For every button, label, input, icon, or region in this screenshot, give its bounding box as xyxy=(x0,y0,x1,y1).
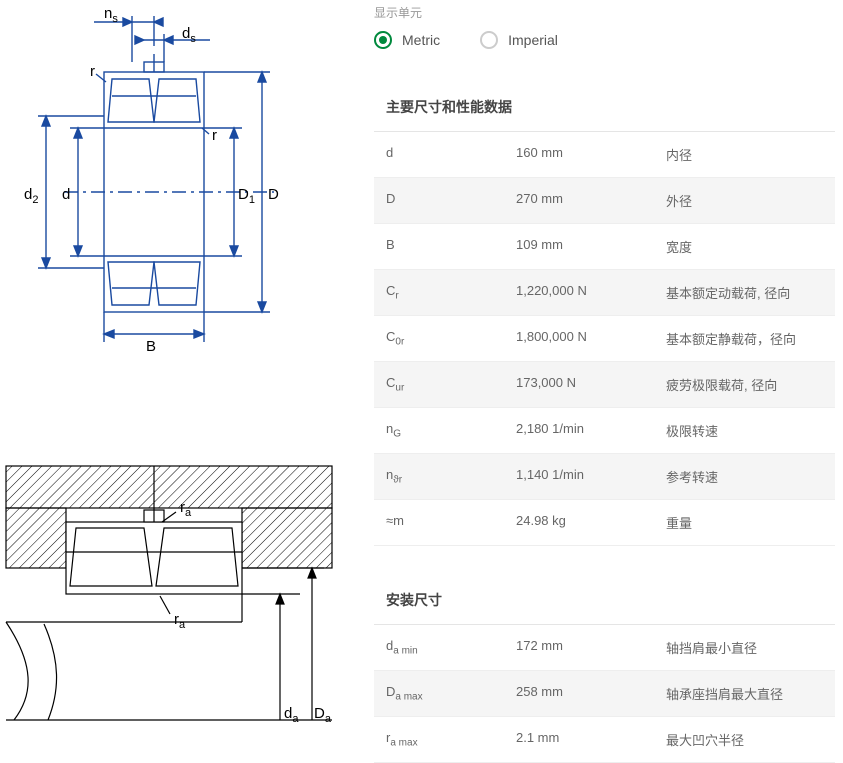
spec-value: 258 mm xyxy=(516,684,666,703)
spec-desc: 内径 xyxy=(666,145,823,164)
spec-value: 173,000 N xyxy=(516,375,666,394)
lbl2-ra1-sub: a xyxy=(185,507,192,519)
spec-symbol: Cur xyxy=(386,375,516,394)
spec-value: 160 mm xyxy=(516,145,666,164)
lbl-ds-sub: s xyxy=(190,33,196,45)
spec-desc: 极限转速 xyxy=(666,421,823,440)
radio-imperial-label: Imperial xyxy=(508,32,558,48)
spec-row: C0r1,800,000 N基本额定静载荷，径向 xyxy=(374,316,835,362)
radio-imperial-icon xyxy=(480,31,498,49)
lbl-ns-sub: s xyxy=(112,13,118,25)
radio-imperial[interactable]: Imperial xyxy=(480,31,558,49)
lbl2-da: d xyxy=(284,705,292,722)
lbl2-Da: D xyxy=(314,705,325,722)
spec-row: ra max2.1 mm最大凹穴半径 xyxy=(374,717,835,763)
radio-metric[interactable]: Metric xyxy=(374,31,440,49)
lbl2-Da-sub: a xyxy=(325,713,332,724)
spec-desc: 轴承座挡肩最大直径 xyxy=(666,684,823,703)
spec-row: nϑr1,140 1/min参考转速 xyxy=(374,454,835,500)
spec-desc: 宽度 xyxy=(666,237,823,256)
spec-sections: 主要尺寸和性能数据d160 mm内径D270 mm外径B109 mm宽度Cr1,… xyxy=(374,97,835,763)
lbl-r2: r xyxy=(212,127,217,144)
lbl-ds: d xyxy=(182,25,190,42)
bearing-cross-section-diagram: ns ds r r d2 d D1 D B xyxy=(4,4,334,354)
unit-radio-group: Metric Imperial xyxy=(374,31,835,49)
spec-symbol: Cr xyxy=(386,283,516,302)
lbl-D1-sub: 1 xyxy=(249,194,255,206)
spec-row: nG2,180 1/min极限转速 xyxy=(374,408,835,454)
spec-symbol: B xyxy=(386,237,516,256)
lbl-B: B xyxy=(146,338,156,354)
radio-metric-icon xyxy=(374,31,392,49)
svg-text:D1: D1 xyxy=(238,186,255,206)
svg-text:ra: ra xyxy=(174,611,186,631)
lbl2-da-sub: a xyxy=(292,713,299,724)
spec-row: d160 mm内径 xyxy=(374,132,835,178)
page-container: ns ds r r d2 d D1 D B xyxy=(0,0,843,763)
spec-table: da min172 mm轴挡肩最小直径Da max258 mm轴承座挡肩最大直径… xyxy=(374,625,835,763)
svg-text:da: da xyxy=(284,705,299,724)
diagram-column: ns ds r r d2 d D1 D B xyxy=(4,4,360,763)
spec-value: 2,180 1/min xyxy=(516,421,666,440)
spec-row: Da max258 mm轴承座挡肩最大直径 xyxy=(374,671,835,717)
lbl-r1: r xyxy=(90,63,95,80)
spec-desc: 轴挡肩最小直径 xyxy=(666,638,823,657)
section-title: 主要尺寸和性能数据 xyxy=(374,97,835,132)
lbl-ns: n xyxy=(104,5,112,22)
svg-text:Da: Da xyxy=(314,705,332,724)
lbl2-ra2-sub: a xyxy=(179,619,186,631)
spec-symbol: C0r xyxy=(386,329,516,348)
spec-value: 270 mm xyxy=(516,191,666,210)
spec-symbol: ra max xyxy=(386,730,516,749)
radio-metric-label: Metric xyxy=(402,32,440,48)
spec-row: B109 mm宽度 xyxy=(374,224,835,270)
spec-symbol: da min xyxy=(386,638,516,657)
spec-desc: 重量 xyxy=(666,513,823,532)
spec-desc: 基本额定动载荷, 径向 xyxy=(666,283,823,302)
spec-value: 1,800,000 N xyxy=(516,329,666,348)
spec-row: da min172 mm轴挡肩最小直径 xyxy=(374,625,835,671)
spec-desc: 最大凹穴半径 xyxy=(666,730,823,749)
spec-value: 24.98 kg xyxy=(516,513,666,532)
spec-value: 1,220,000 N xyxy=(516,283,666,302)
spec-desc: 参考转速 xyxy=(666,467,823,486)
spec-desc: 基本额定静载荷，径向 xyxy=(666,329,823,348)
spec-symbol: D xyxy=(386,191,516,210)
lbl-D1: D xyxy=(238,186,249,203)
spec-desc: 外径 xyxy=(666,191,823,210)
spec-row: Cur173,000 N疲劳极限载荷, 径向 xyxy=(374,362,835,408)
spec-row: ≈m24.98 kg重量 xyxy=(374,500,835,546)
spec-symbol: d xyxy=(386,145,516,164)
spec-value: 172 mm xyxy=(516,638,666,657)
spec-symbol: ≈m xyxy=(386,513,516,532)
lbl-d2: d xyxy=(24,186,32,203)
svg-text:ds: ds xyxy=(182,25,196,45)
spec-row: Cr1,220,000 N基本额定动载荷, 径向 xyxy=(374,270,835,316)
spec-column: 显示单元 Metric Imperial 主要尺寸和性能数据d160 mm内径D… xyxy=(360,4,843,763)
lbl-D: D xyxy=(268,186,279,203)
spec-symbol: nϑr xyxy=(386,467,516,486)
unit-heading: 显示单元 xyxy=(374,4,835,21)
svg-text:d2: d2 xyxy=(24,186,38,206)
spec-table: d160 mm内径D270 mm外径B109 mm宽度Cr1,220,000 N… xyxy=(374,132,835,546)
lbl-d: d xyxy=(62,186,70,203)
spec-row: D270 mm外径 xyxy=(374,178,835,224)
lbl-d2-sub: 2 xyxy=(32,194,38,206)
spec-symbol: nG xyxy=(386,421,516,440)
spec-desc: 疲劳极限载荷, 径向 xyxy=(666,375,823,394)
spec-value: 2.1 mm xyxy=(516,730,666,749)
section-title: 安装尺寸 xyxy=(374,590,835,625)
spec-symbol: Da max xyxy=(386,684,516,703)
mounting-diagram: ra ra da Da xyxy=(4,464,334,724)
spec-value: 1,140 1/min xyxy=(516,467,666,486)
spec-value: 109 mm xyxy=(516,237,666,256)
